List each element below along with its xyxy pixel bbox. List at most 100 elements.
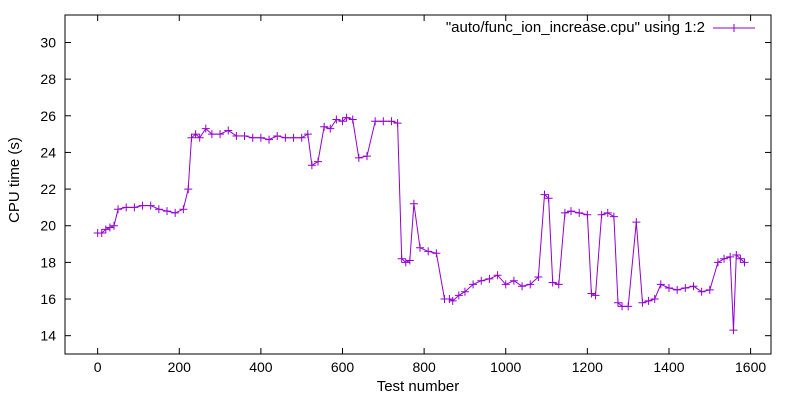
- data-point: [303, 130, 312, 139]
- y-tick-label: 24: [40, 144, 56, 160]
- legend-series-marker: [730, 24, 738, 32]
- data-point: [146, 201, 155, 210]
- data-point: [544, 194, 553, 203]
- x-tick-label: 1600: [735, 359, 766, 375]
- data-point: [609, 212, 618, 221]
- y-tick-label: 18: [40, 254, 56, 270]
- legend-series-label: "auto/func_ion_increase.cpu" using 1:2: [446, 19, 705, 36]
- data-point: [697, 287, 706, 296]
- data-point: [371, 117, 380, 126]
- y-tick-label: 20: [40, 218, 56, 234]
- data-point: [567, 207, 576, 216]
- data-point: [307, 161, 316, 170]
- data-point: [673, 285, 682, 294]
- data-point: [554, 280, 563, 289]
- data-point: [591, 291, 600, 300]
- data-point: [130, 203, 139, 212]
- y-tick-label: 28: [40, 71, 56, 87]
- data-point: [624, 302, 633, 311]
- data-point: [740, 258, 749, 267]
- data-point: [540, 190, 549, 199]
- data-point: [405, 256, 414, 265]
- data-point: [603, 208, 612, 217]
- data-point: [732, 251, 741, 260]
- data-point: [191, 130, 200, 139]
- x-tick-label: 200: [168, 359, 192, 375]
- data-point: [179, 205, 188, 214]
- data-point: [736, 254, 745, 263]
- data-point: [354, 153, 363, 162]
- data-point: [477, 276, 486, 285]
- data-point: [332, 115, 341, 124]
- data-point: [195, 133, 204, 142]
- data-point: [644, 296, 653, 305]
- data-point: [248, 133, 257, 142]
- data-point: [265, 135, 274, 144]
- data-point: [154, 205, 163, 214]
- data-point: [689, 282, 698, 291]
- data-point: [101, 225, 110, 234]
- data-point: [184, 185, 193, 194]
- data-point: [338, 117, 347, 126]
- data-point: [518, 282, 527, 291]
- data-point: [664, 284, 673, 293]
- data-point: [138, 201, 147, 210]
- data-point: [201, 124, 210, 133]
- data-point: [348, 115, 357, 124]
- data-point: [681, 284, 690, 293]
- x-tick-label: 1400: [653, 359, 684, 375]
- data-point: [454, 291, 463, 300]
- legend: "auto/func_ion_increase.cpu" using 1:2: [446, 19, 755, 36]
- x-tick-label: 1200: [572, 359, 603, 375]
- data-point: [501, 280, 510, 289]
- data-point: [326, 124, 335, 133]
- data-point: [289, 133, 298, 142]
- data-point: [575, 208, 584, 217]
- data-point: [720, 254, 729, 263]
- y-tick-label: 26: [40, 108, 56, 124]
- data-point: [114, 205, 123, 214]
- data-point: [207, 130, 216, 139]
- data-point: [445, 295, 454, 304]
- plot-frame: [64, 14, 772, 355]
- data-point: [597, 210, 606, 219]
- data-point: [460, 287, 469, 296]
- data-point: [401, 258, 410, 267]
- data-point: [224, 126, 233, 135]
- y-axis-title: CPU time (s): [6, 137, 23, 223]
- data-point: [273, 131, 282, 140]
- data-point: [109, 221, 118, 230]
- data-point: [387, 117, 396, 126]
- data-point: [432, 249, 441, 258]
- data-point: [342, 113, 351, 122]
- data-point: [560, 208, 569, 217]
- data-point: [493, 271, 502, 280]
- y-tick-label: 14: [40, 328, 56, 344]
- data-point: [526, 280, 535, 289]
- data-point: [650, 295, 659, 304]
- data-point: [397, 254, 406, 263]
- data-point: [416, 243, 425, 252]
- data-point: [548, 278, 557, 287]
- data-point: [393, 119, 402, 128]
- x-tick-label: 400: [249, 359, 273, 375]
- data-point: [587, 289, 596, 298]
- data-point: [216, 130, 225, 139]
- axes-layer: 0 200 400 600 800 1000 1200 1400 1600 14 16 18 20 22 2…: [40, 14, 772, 375]
- data-point: [638, 298, 647, 307]
- data-point: [97, 229, 106, 238]
- data-point: [632, 218, 641, 227]
- data-point: [187, 133, 196, 142]
- data-point: [379, 117, 388, 126]
- data-point: [705, 285, 714, 294]
- data-point: [469, 280, 478, 289]
- data-point: [256, 133, 265, 142]
- data-point: [281, 133, 290, 142]
- x-axis-title: Test number: [377, 378, 460, 395]
- x-tick-label: 600: [331, 359, 355, 375]
- data-point: [163, 207, 172, 216]
- y-tick-label: 16: [40, 291, 56, 307]
- data-point: [729, 326, 738, 335]
- data-point: [713, 258, 722, 267]
